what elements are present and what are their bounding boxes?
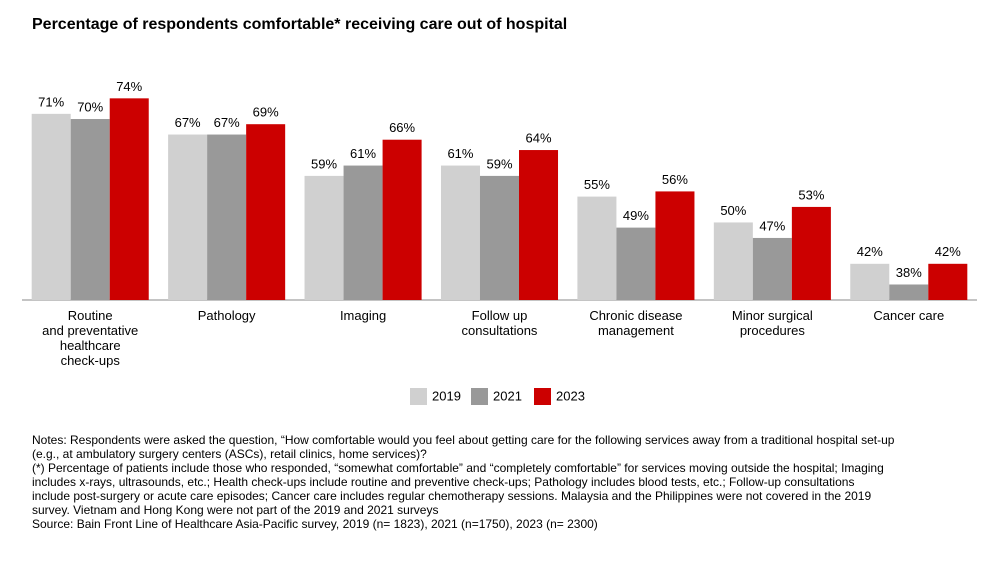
value-label: 38%: [896, 265, 922, 280]
value-label: 69%: [253, 105, 279, 120]
bar: [616, 227, 656, 300]
x-tick-label: Routine and preventative healthcare chec…: [42, 308, 139, 368]
note-line: Notes: Respondents were asked the questi…: [32, 433, 895, 447]
value-label: 42%: [857, 244, 883, 259]
value-label: 42%: [935, 244, 961, 259]
bar: [207, 134, 247, 300]
x-tick-label: Imaging: [339, 308, 387, 323]
value-label: 64%: [526, 130, 552, 145]
bar: [382, 139, 422, 300]
bar: [168, 134, 208, 300]
note-line: includes x-rays, ultrasounds, etc.; Heal…: [32, 475, 855, 489]
x-tick-label: Follow up consultations: [461, 308, 538, 338]
x-tick-label: Chronic disease management: [589, 308, 683, 338]
note-line: include post-surgery or acute care episo…: [32, 489, 872, 503]
value-label: 59%: [486, 156, 512, 171]
bar: [246, 124, 286, 300]
note-line: Source: Bain Front Line of Healthcare As…: [32, 517, 598, 531]
bar: [577, 196, 617, 300]
bar: [752, 237, 792, 300]
value-label: 67%: [175, 115, 201, 130]
value-label: 74%: [116, 79, 142, 94]
bar: [713, 222, 753, 300]
value-label: 61%: [447, 146, 473, 161]
bar: [791, 206, 831, 300]
bar: [928, 263, 968, 300]
bar: [70, 119, 110, 301]
legend-swatch: [410, 388, 427, 405]
value-label: 59%: [311, 156, 337, 171]
bar: [343, 165, 383, 300]
x-tick-label: Minor surgical procedures: [731, 308, 813, 338]
note-line: (e.g., at ambulatory surgery centers (AS…: [32, 447, 427, 461]
bar: [440, 165, 480, 300]
value-label: 70%: [77, 99, 103, 114]
bar: [31, 113, 71, 300]
legend-label: 2023: [556, 388, 585, 403]
value-label: 71%: [38, 94, 64, 109]
value-label: 53%: [798, 187, 824, 202]
legend-swatch: [534, 388, 551, 405]
legend-label: 2021: [493, 388, 522, 403]
bar: [479, 175, 520, 300]
bar: [304, 175, 344, 300]
note-line: (*) Percentage of patients include those…: [32, 461, 884, 475]
value-label: 56%: [662, 172, 688, 187]
value-label: 67%: [214, 115, 240, 130]
bar: [109, 98, 149, 300]
bar: [655, 191, 695, 300]
legend-swatch: [471, 388, 488, 405]
value-label: 55%: [584, 177, 610, 192]
value-label: 66%: [389, 120, 415, 135]
x-tick-label: Pathology: [197, 308, 256, 323]
legend-label: 2019: [432, 388, 461, 403]
bar: [519, 150, 559, 300]
x-tick-label: Cancer care: [873, 308, 945, 323]
value-label: 49%: [623, 208, 649, 223]
value-label: 47%: [759, 218, 785, 233]
value-label: 50%: [720, 203, 746, 218]
bar: [850, 263, 890, 300]
bar: [889, 284, 929, 300]
chart-title: Percentage of respondents comfortable* r…: [32, 16, 567, 33]
value-label: 61%: [350, 146, 376, 161]
note-line: survey. Vietnam and Hong Kong were not p…: [32, 503, 439, 517]
